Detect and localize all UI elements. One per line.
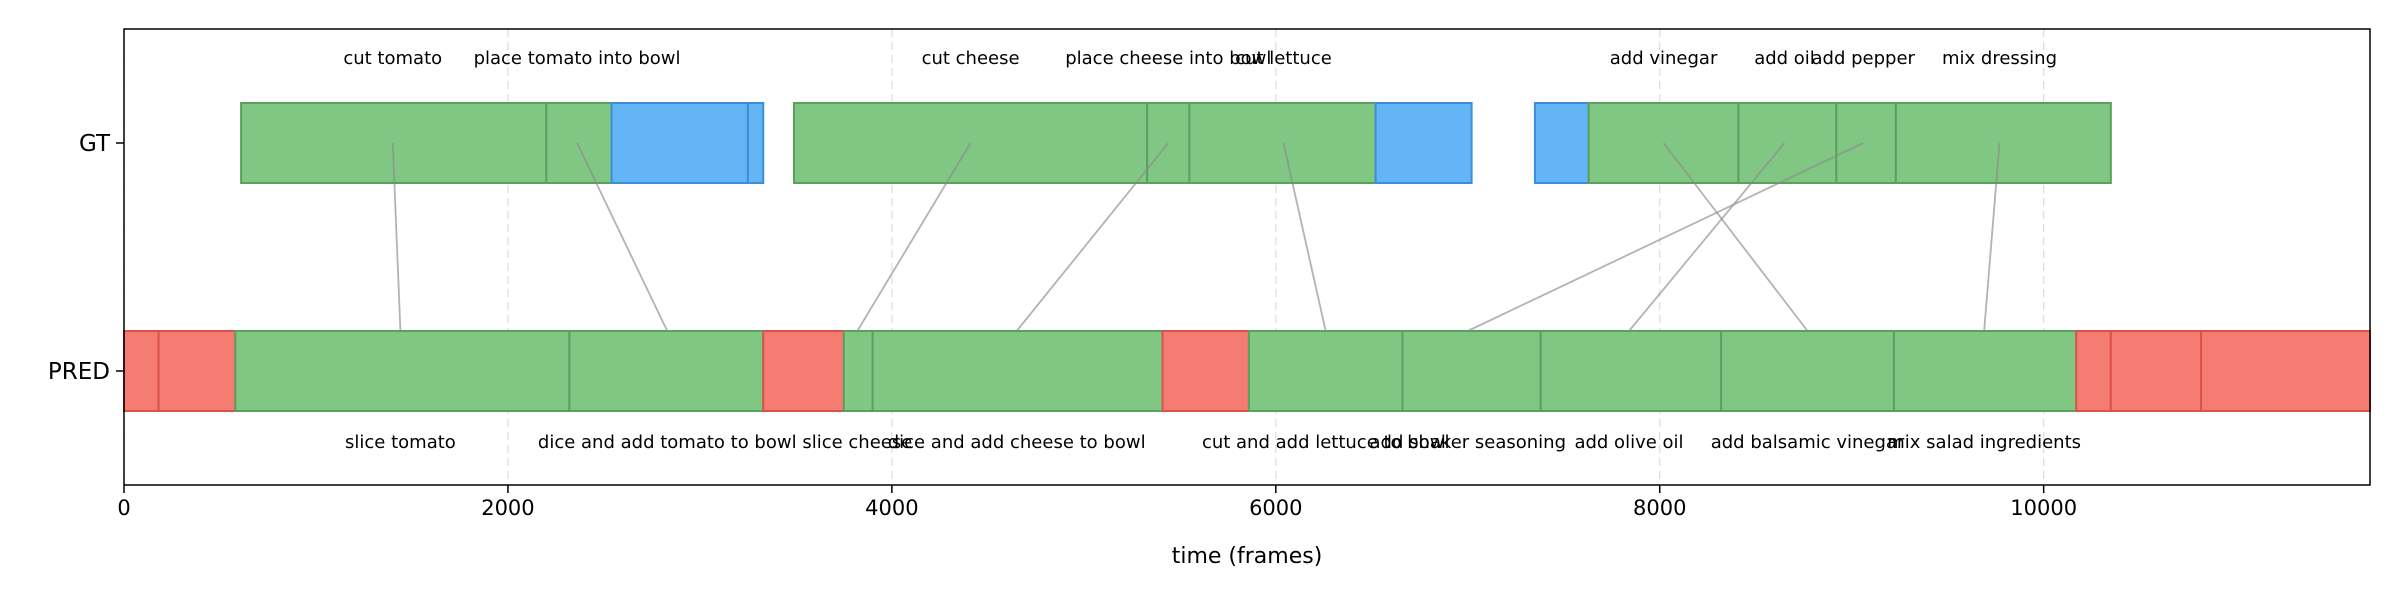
- segment-bar: [746, 102, 765, 184]
- segment-bar: [1737, 102, 1838, 184]
- segment-label: dice and add tomato to bowl: [538, 432, 797, 453]
- segment-label: add oil: [1754, 48, 1815, 69]
- match-link: [1983, 142, 2001, 332]
- segment-bar: [1247, 330, 1404, 412]
- match-link: [1282, 142, 1327, 332]
- match-link: [1628, 142, 1786, 332]
- x-tick-label: 6000: [1249, 496, 1302, 520]
- segment-label: add pepper: [1811, 48, 1915, 69]
- y-tick-label: PRED: [48, 359, 110, 385]
- segment-bar: [234, 330, 571, 412]
- x-tick-label: 4000: [865, 496, 918, 520]
- x-axis-label: time (frames): [1172, 544, 1323, 569]
- segment-bar: [2200, 330, 2371, 412]
- segment-label: cut cheese: [922, 48, 1020, 69]
- x-tick-label: 10000: [2010, 496, 2077, 520]
- segment-label: add olive oil: [1574, 432, 1683, 453]
- segment-bar: [1587, 102, 1740, 184]
- segment-label: place tomato into bowl: [474, 48, 681, 69]
- segment-label: mix dressing: [1942, 48, 2057, 69]
- segment-bar: [1892, 330, 2078, 412]
- segment-bar: [1720, 330, 1895, 412]
- y-axis: GT PRED: [48, 131, 124, 385]
- segment-bar: [2075, 330, 2112, 412]
- segment-bar: [568, 330, 765, 412]
- segment-label: slice cheese: [802, 432, 912, 453]
- segment-bar: [842, 330, 874, 412]
- segment-bar: [762, 330, 845, 412]
- segment-labels: cut tomato place tomato into bowl cut chee…: [343, 48, 2081, 453]
- segment-bar: [1539, 330, 1723, 412]
- y-tick-label: GT: [79, 131, 111, 157]
- x-tick-label: 8000: [1633, 496, 1686, 520]
- segment-label: mix salad ingredients: [1887, 432, 2081, 453]
- segment-bar: [1894, 102, 2112, 184]
- segment-label: cut and add lettuce to bowl: [1202, 432, 1450, 453]
- x-axis: 0 2000 4000 6000 8000 10000: [117, 485, 2077, 520]
- x-tick-label: 0: [117, 496, 130, 520]
- segment-label: add shaker seasoning: [1370, 432, 1567, 453]
- plot-frame: [123, 28, 2371, 486]
- segment-bar: [545, 102, 613, 184]
- match-link: [1467, 142, 1864, 332]
- match-link: [391, 142, 402, 332]
- segment-label: add balsamic vinegar: [1711, 432, 1905, 453]
- segment-bar: [610, 102, 749, 184]
- match-links: [391, 142, 2001, 332]
- segment-label: slice tomato: [345, 432, 456, 453]
- match-link: [576, 142, 669, 332]
- segment-bar: [2109, 330, 2203, 412]
- segment-label: dice and add cheese to bowl: [888, 432, 1146, 453]
- segment-bar: [1161, 330, 1250, 412]
- x-tick-label: 2000: [481, 496, 534, 520]
- segment-label: add vinegar: [1610, 48, 1718, 69]
- segment-label: cut tomato: [343, 48, 442, 69]
- segment-bar: [871, 330, 1164, 412]
- segment-bar: [1401, 330, 1542, 412]
- match-link: [1662, 142, 1809, 332]
- segment-bar: [123, 330, 160, 412]
- match-link: [856, 142, 972, 332]
- segment-bar: [1188, 102, 1377, 184]
- segment-label: place cheese into bowl: [1065, 48, 1271, 69]
- segment-bar: [1533, 102, 1590, 184]
- segment-label: cut lettuce: [1235, 48, 1332, 69]
- segment-bar: [1835, 102, 1897, 184]
- segment-bar: [1374, 102, 1473, 184]
- match-link: [1015, 142, 1169, 332]
- segment-bar: [157, 330, 237, 412]
